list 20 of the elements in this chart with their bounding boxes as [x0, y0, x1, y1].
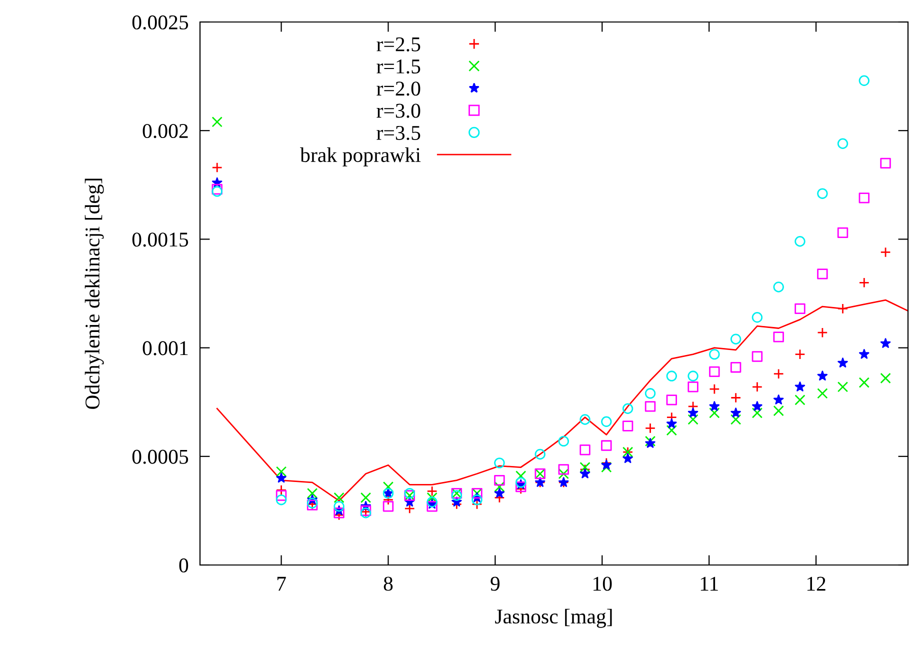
y-tick-label: 0.0015: [132, 232, 188, 247]
x-tick-label: 10: [594, 576, 612, 591]
y-tick-label: 0.0025: [132, 15, 188, 30]
legend-label: r=3.5: [376, 126, 420, 140]
y-tick-label: 0.0005: [132, 450, 188, 464]
x-tick-label: 12: [807, 576, 826, 591]
x-tick-label: 7: [277, 576, 286, 591]
legend-label: r=1.5: [376, 60, 420, 74]
legend-label: brak poprawki: [300, 147, 421, 166]
x-tick-label: 11: [700, 576, 718, 591]
y-tick-label: 0.002: [142, 124, 188, 138]
y-tick-label: 0: [179, 558, 188, 572]
legend-label: r=2.0: [376, 82, 420, 96]
legend-label: r=3.0: [376, 104, 420, 118]
x-tick-label: 9: [490, 576, 500, 591]
y-axis-title: Odchylenie deklinacji [deg]: [84, 178, 104, 409]
legend-label: r=2.5: [376, 37, 420, 52]
y-tick-label: 0.001: [142, 341, 188, 356]
x-tick-label: 8: [384, 576, 393, 591]
x-axis-title: Jasnosc [mag]: [495, 608, 612, 628]
